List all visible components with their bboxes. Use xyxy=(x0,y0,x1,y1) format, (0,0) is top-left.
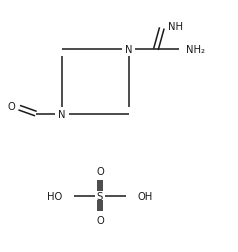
Text: NH: NH xyxy=(168,22,183,32)
Text: O: O xyxy=(7,102,15,112)
Text: NH₂: NH₂ xyxy=(186,45,205,55)
Text: N: N xyxy=(58,109,66,119)
Text: HO: HO xyxy=(47,191,62,201)
Text: S: S xyxy=(97,191,103,201)
Text: O: O xyxy=(96,215,104,225)
Text: N: N xyxy=(125,45,132,55)
Text: OH: OH xyxy=(138,191,153,201)
Text: O: O xyxy=(96,167,104,176)
